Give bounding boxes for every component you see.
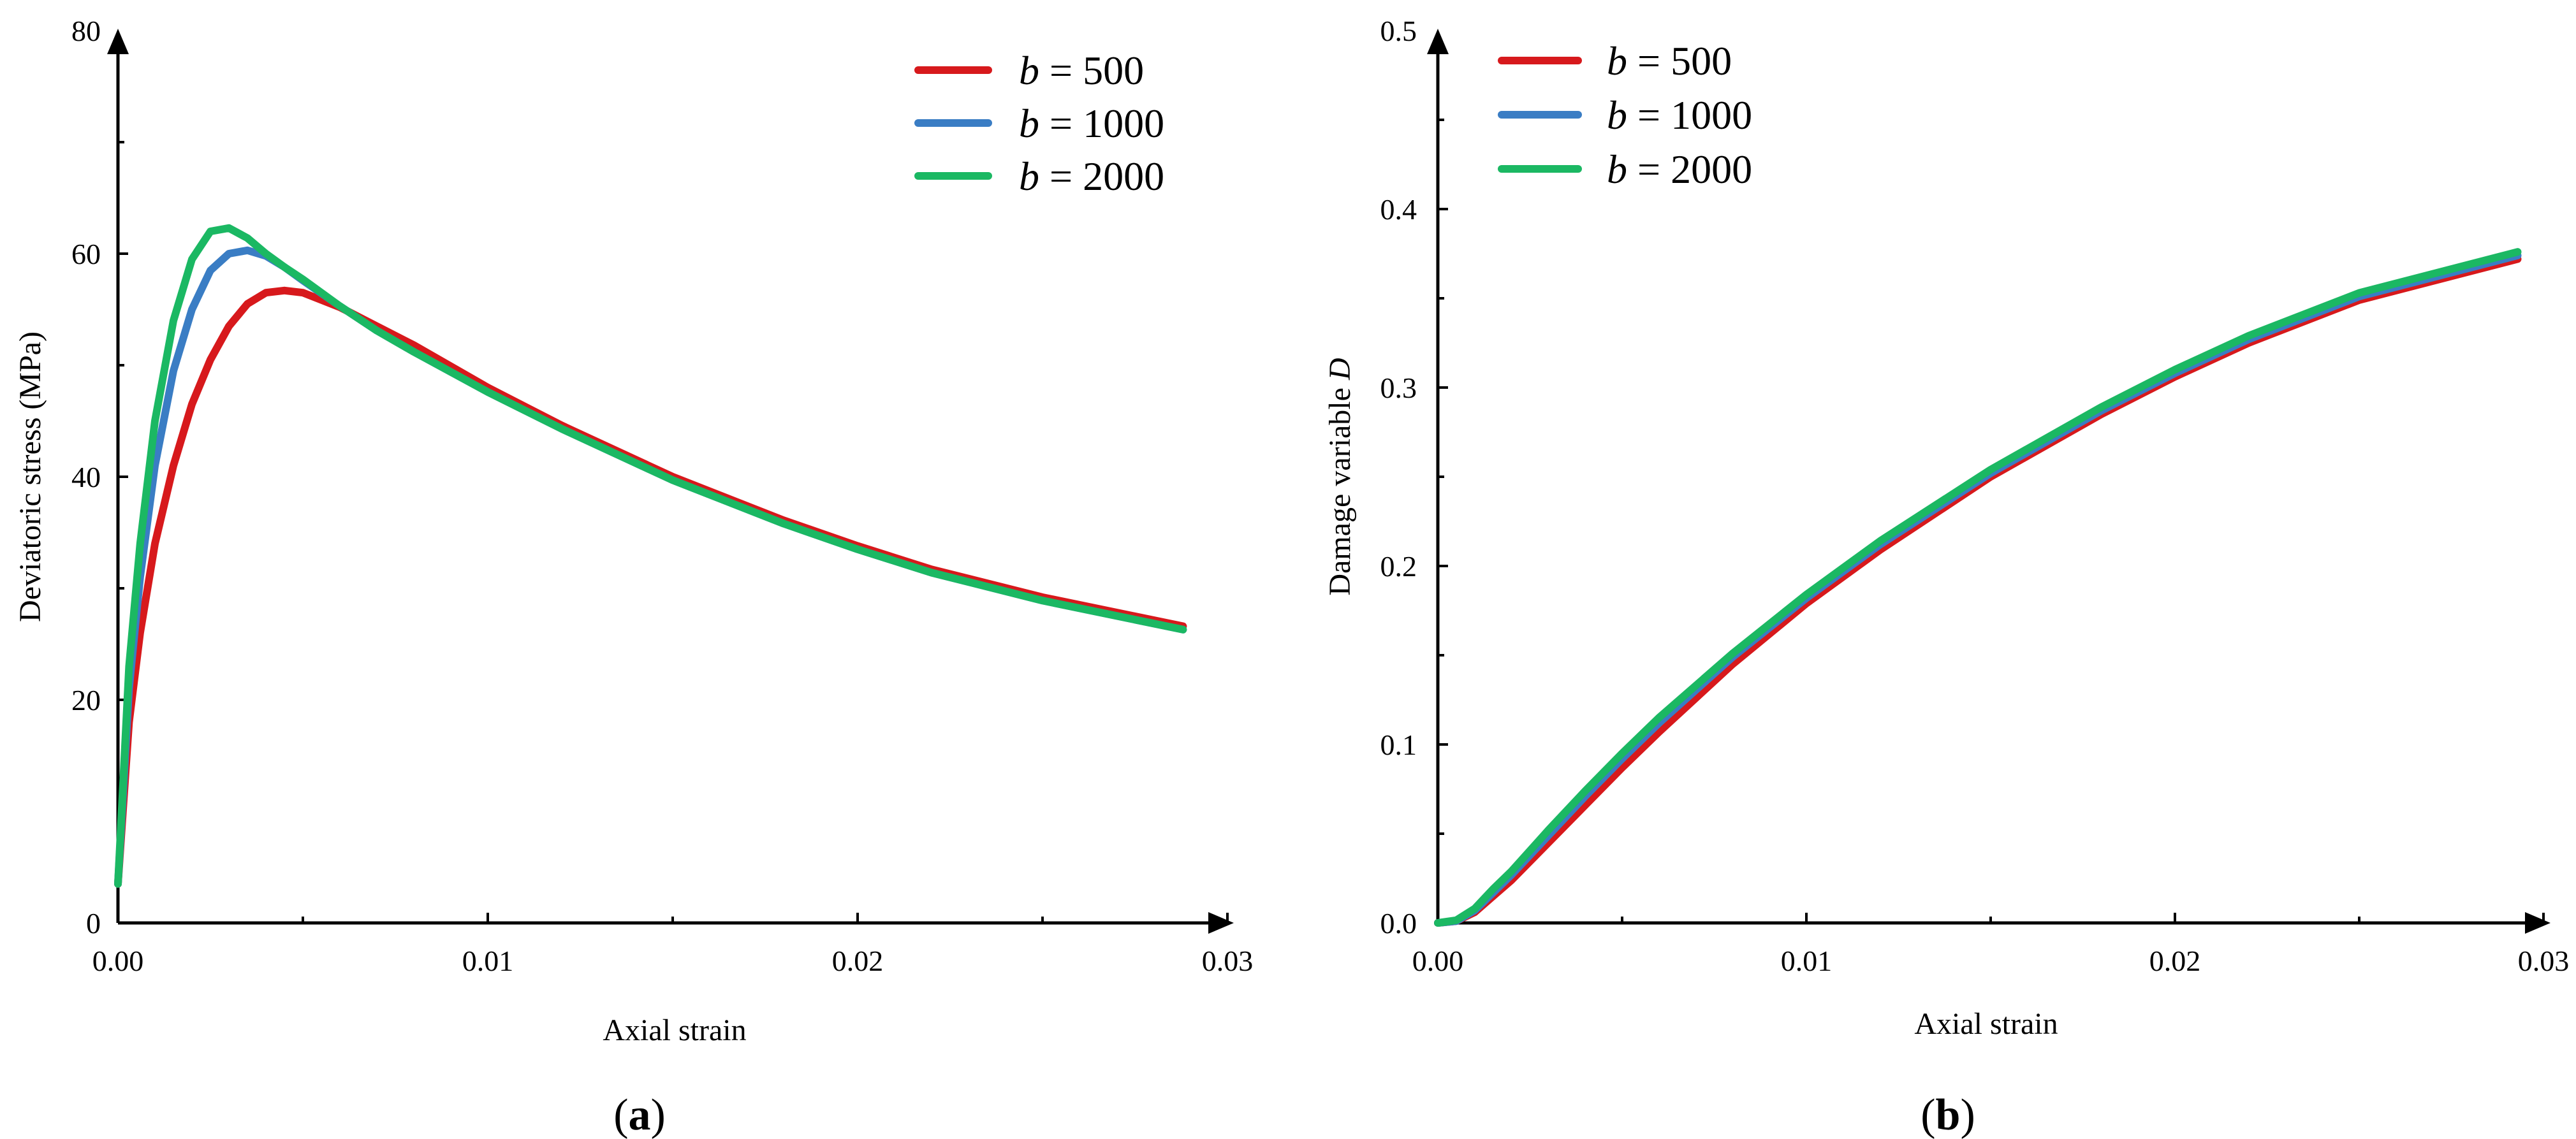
y-tick-label: 0.4 (1380, 193, 1417, 226)
panel-b-x-axis-title: Axial strain (1914, 1007, 2058, 1041)
legend-label-b500: b = 500 (1607, 38, 1732, 83)
x-tick-label: 0.03 (2518, 945, 2570, 977)
panel-a-x-axis-arrow (1208, 912, 1234, 934)
panel-a-y-axis-title: Deviatoric stress (MPa) (13, 331, 47, 622)
y-tick-label: 0.3 (1380, 372, 1417, 404)
y-tick-label: 0.5 (1380, 15, 1417, 47)
panel-a-x-tick-labels: 0.00 0.01 0.02 0.03 (92, 945, 1254, 977)
x-tick-label: 0.03 (1202, 945, 1254, 977)
panel-b-legend: b = 500 b = 1000 b = 2000 (1498, 38, 1752, 192)
series-line-b500 (1434, 255, 2522, 927)
x-tick-label: 0.00 (1412, 945, 1464, 977)
series-line-b1000 (1434, 251, 2522, 927)
series-line-b2000 (1434, 248, 2522, 927)
panel-b-chart: 0.00 0.01 0.02 0.03 0.0 0.1 0.2 0.3 0.4 … (1323, 15, 2569, 1139)
x-tick-label: 0.01 (462, 945, 514, 977)
panel-a-ticks (118, 141, 1229, 923)
y-tick-label: 0.2 (1380, 550, 1417, 583)
panel-a-y-tick-labels: 0 20 40 60 80 (71, 15, 101, 939)
legend-label-b500: b = 500 (1019, 48, 1144, 93)
panel-a-y-axis-arrow (107, 29, 129, 54)
y-tick-label: 0.1 (1380, 729, 1417, 761)
legend-label-b1000: b = 1000 (1607, 92, 1752, 138)
y-tick-label: 0 (86, 907, 101, 939)
y-tick-label: 60 (71, 238, 101, 270)
panel-b-x-axis-arrow (2525, 912, 2550, 934)
panel-b-label: (b) (1921, 1091, 1975, 1139)
x-tick-label: 0.00 (92, 945, 144, 977)
panel-a-x-axis-title: Axial strain (603, 1013, 746, 1047)
panel-a-chart: 0.00 0.01 0.02 0.03 0 20 40 60 80 Axial … (13, 15, 1253, 1139)
legend-label-b1000: b = 1000 (1019, 101, 1164, 146)
panel-b-y-axis-title: Damage variable D (1323, 358, 1357, 595)
series-line-b2000 (114, 224, 1187, 888)
panel-a-label: (a) (613, 1091, 666, 1139)
legend-label-b2000: b = 2000 (1607, 147, 1752, 192)
panel-b-x-tick-labels: 0.00 0.01 0.02 0.03 (1412, 945, 2570, 977)
y-tick-label: 0.0 (1380, 907, 1417, 939)
panel-b-series (1434, 248, 2522, 927)
y-tick-label: 40 (71, 461, 101, 493)
x-tick-label: 0.01 (1781, 945, 1833, 977)
panel-a-series (114, 224, 1187, 888)
y-tick-label: 20 (71, 684, 101, 716)
series-line-b1000 (114, 246, 1187, 888)
x-tick-label: 0.02 (832, 945, 884, 977)
panel-a-legend: b = 500 b = 1000 b = 2000 (914, 48, 1164, 199)
panel-b-ticks (1438, 119, 2545, 923)
x-tick-label: 0.02 (2149, 945, 2201, 977)
y-tick-label: 80 (71, 15, 101, 47)
panel-b-y-axis-arrow (1427, 29, 1449, 54)
panel-b-y-tick-labels: 0.0 0.1 0.2 0.3 0.4 0.5 (1380, 15, 1417, 939)
series-line-b500 (114, 286, 1187, 888)
legend-label-b2000: b = 2000 (1019, 154, 1164, 199)
